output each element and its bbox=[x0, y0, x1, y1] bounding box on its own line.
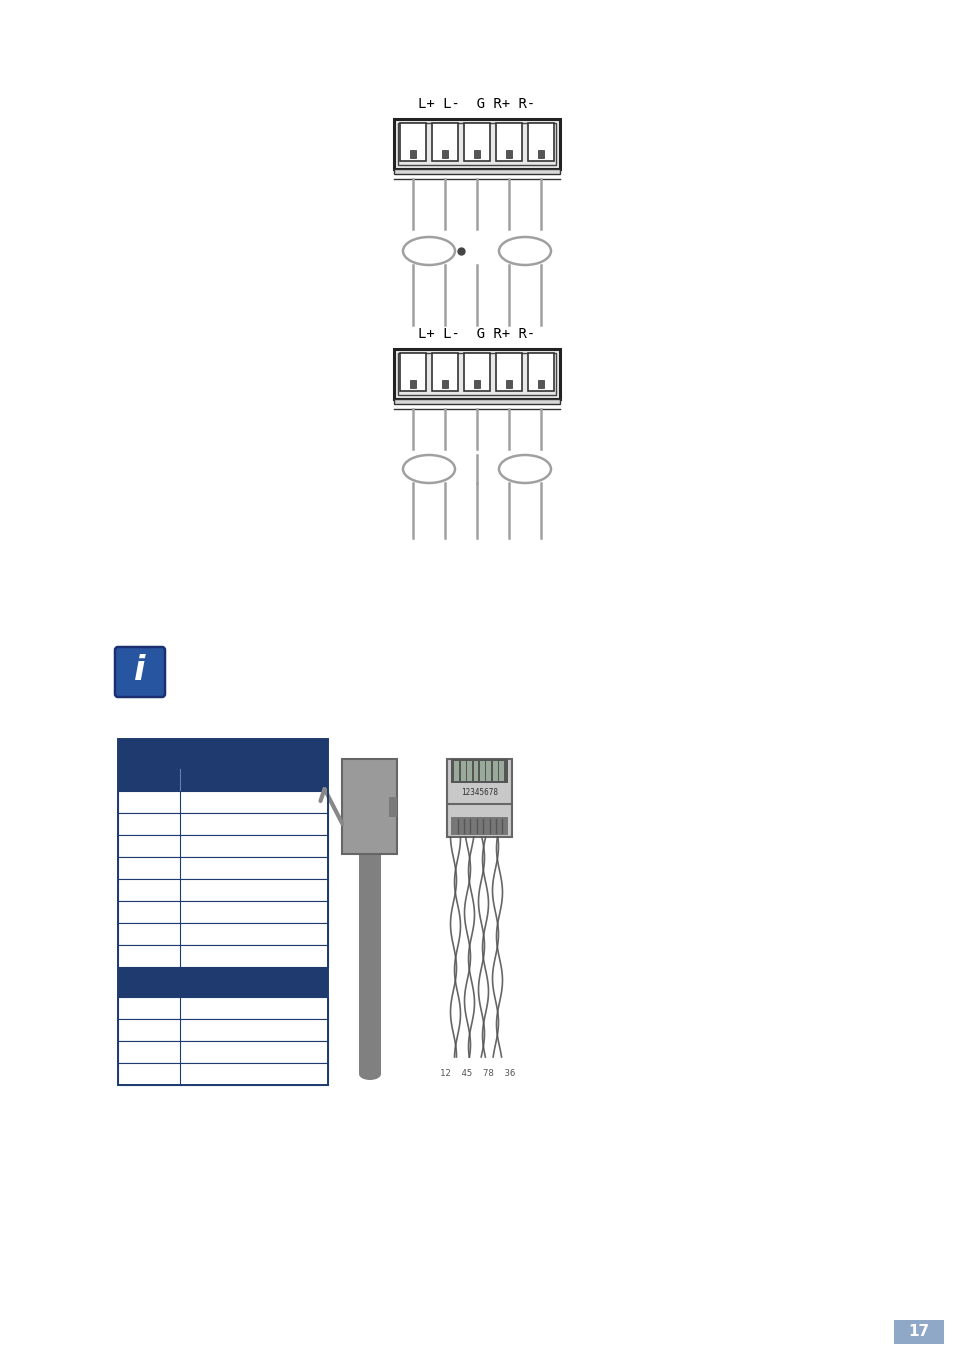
Text: i: i bbox=[134, 654, 146, 686]
Bar bbox=[118, 791, 328, 812]
Bar bbox=[498, 761, 503, 781]
Bar bbox=[474, 150, 479, 158]
Bar bbox=[118, 835, 328, 857]
Bar bbox=[493, 761, 497, 781]
Bar bbox=[496, 123, 521, 161]
Text: L+ L-  G R+ R-: L+ L- G R+ R- bbox=[418, 328, 535, 341]
Bar bbox=[118, 857, 328, 879]
Bar bbox=[505, 380, 512, 389]
Bar bbox=[451, 760, 508, 783]
Bar bbox=[432, 123, 457, 161]
Bar bbox=[463, 123, 490, 161]
Bar bbox=[527, 353, 554, 391]
Bar bbox=[410, 150, 416, 158]
Bar bbox=[399, 123, 426, 161]
Text: 12  45  78  36: 12 45 78 36 bbox=[440, 1070, 515, 1078]
Bar bbox=[527, 123, 554, 161]
Bar bbox=[118, 812, 328, 835]
Bar bbox=[118, 967, 328, 997]
Bar bbox=[460, 761, 465, 781]
Bar bbox=[432, 353, 457, 391]
Bar bbox=[467, 761, 472, 781]
Bar bbox=[118, 923, 328, 945]
Bar bbox=[441, 150, 448, 158]
Bar bbox=[451, 816, 508, 835]
Bar bbox=[537, 150, 543, 158]
Bar bbox=[410, 380, 416, 389]
Bar bbox=[118, 879, 328, 900]
Bar bbox=[358, 854, 380, 1074]
Bar bbox=[473, 761, 478, 781]
Bar bbox=[454, 761, 459, 781]
Bar bbox=[394, 169, 559, 175]
Bar bbox=[118, 1041, 328, 1063]
Bar bbox=[394, 399, 559, 403]
FancyBboxPatch shape bbox=[115, 647, 165, 697]
Ellipse shape bbox=[358, 1068, 380, 1080]
Bar bbox=[496, 353, 521, 391]
Bar bbox=[399, 353, 426, 391]
Bar bbox=[505, 150, 512, 158]
Bar bbox=[893, 1320, 943, 1345]
Bar bbox=[389, 796, 397, 816]
Text: 17: 17 bbox=[907, 1324, 928, 1339]
Bar bbox=[118, 1063, 328, 1085]
Bar bbox=[447, 760, 512, 837]
Text: L+ L-  G R+ R-: L+ L- G R+ R- bbox=[418, 97, 535, 111]
Bar bbox=[463, 353, 490, 391]
Bar bbox=[118, 945, 328, 967]
Bar bbox=[479, 761, 484, 781]
Bar bbox=[342, 760, 397, 854]
Bar bbox=[118, 997, 328, 1020]
Bar bbox=[394, 119, 559, 169]
Bar bbox=[441, 380, 448, 389]
Bar bbox=[118, 1020, 328, 1041]
Bar bbox=[118, 900, 328, 923]
Bar bbox=[118, 739, 328, 1085]
Bar bbox=[118, 769, 328, 791]
Bar bbox=[118, 739, 328, 769]
Bar bbox=[397, 123, 556, 165]
Bar bbox=[397, 353, 556, 395]
Bar bbox=[394, 349, 559, 399]
Bar bbox=[474, 380, 479, 389]
Bar bbox=[486, 761, 491, 781]
Bar bbox=[537, 380, 543, 389]
Text: 12345678: 12345678 bbox=[461, 788, 498, 796]
